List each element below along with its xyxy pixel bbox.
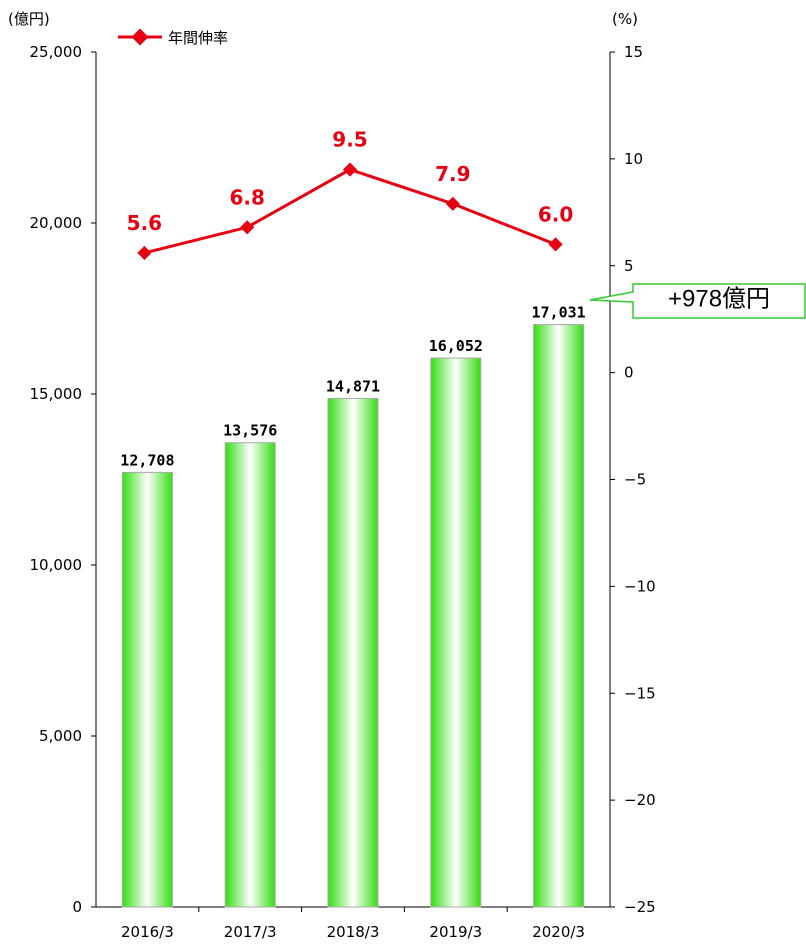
legend: 年間伸率 — [118, 28, 228, 47]
rate-point — [240, 220, 255, 235]
x-axis-ticks: 2016/3 2017/3 2018/3 2019/3 2020/3 — [121, 907, 585, 941]
left-tick-label: 10,000 — [30, 556, 83, 574]
bar — [430, 357, 482, 908]
right-tick-label: 10 — [624, 150, 643, 168]
right-tick-label: −10 — [624, 577, 656, 595]
right-tick-label: −5 — [624, 471, 646, 489]
bar-value-label: 14,871 — [326, 377, 380, 395]
bars — [121, 324, 585, 908]
rate-point — [548, 237, 563, 252]
legend-label: 年間伸率 — [168, 29, 228, 47]
x-tick-label: 2016/3 — [121, 923, 174, 941]
bar-value-label: 13,576 — [223, 422, 277, 440]
bar-value-labels: 12,708 13,576 14,871 16,052 17,031 — [120, 304, 585, 470]
bar — [224, 442, 276, 908]
right-tick-label: 15 — [624, 43, 643, 61]
right-axis-ticks: 15 10 5 0 −5 −10 −15 −20 −25 — [610, 43, 656, 916]
rate-point — [137, 245, 152, 260]
rate-value-label: 6.0 — [538, 202, 573, 226]
x-tick-label: 2017/3 — [224, 923, 277, 941]
bar — [327, 397, 379, 908]
right-tick-label: −25 — [624, 898, 656, 916]
bar-value-label: 17,031 — [532, 304, 586, 322]
x-tick-label: 2018/3 — [327, 923, 380, 941]
right-tick-label: 0 — [624, 364, 634, 382]
left-tick-label: 5,000 — [39, 727, 82, 745]
left-axis-unit: (億円) — [8, 10, 50, 28]
bar-value-label: 12,708 — [120, 451, 174, 469]
rate-point — [342, 162, 358, 177]
right-tick-label: 5 — [624, 257, 634, 275]
rate-value-label: 5.6 — [127, 211, 162, 235]
callout-text: +978億円 — [668, 285, 770, 312]
left-tick-label: 25,000 — [30, 43, 83, 61]
x-tick-label: 2019/3 — [429, 923, 482, 941]
rate-point — [445, 196, 460, 211]
rate-value-labels: 5.6 6.8 9.5 7.9 6.0 — [127, 128, 574, 235]
rate-line-series — [137, 162, 563, 260]
x-tick-label: 2020/3 — [532, 923, 585, 941]
right-axis-unit: (%) — [612, 10, 638, 28]
rate-value-label: 9.5 — [332, 128, 367, 152]
bar — [121, 471, 173, 908]
left-tick-label: 15,000 — [30, 385, 83, 403]
right-tick-label: −15 — [624, 684, 656, 702]
callout-box — [589, 283, 806, 319]
rate-value-label: 7.9 — [435, 162, 470, 186]
left-axis-ticks: 25,000 20,000 15,000 10,000 5,000 0 — [30, 43, 96, 916]
legend-marker-icon — [131, 28, 149, 46]
bar — [533, 324, 585, 908]
left-tick-label: 0 — [72, 898, 82, 916]
bar-value-label: 16,052 — [429, 337, 483, 355]
callout: +978億円 — [589, 283, 806, 319]
rate-value-label: 6.8 — [229, 185, 264, 209]
rate-line — [144, 167, 557, 255]
left-tick-label: 20,000 — [30, 214, 83, 232]
right-tick-label: −20 — [624, 791, 656, 809]
